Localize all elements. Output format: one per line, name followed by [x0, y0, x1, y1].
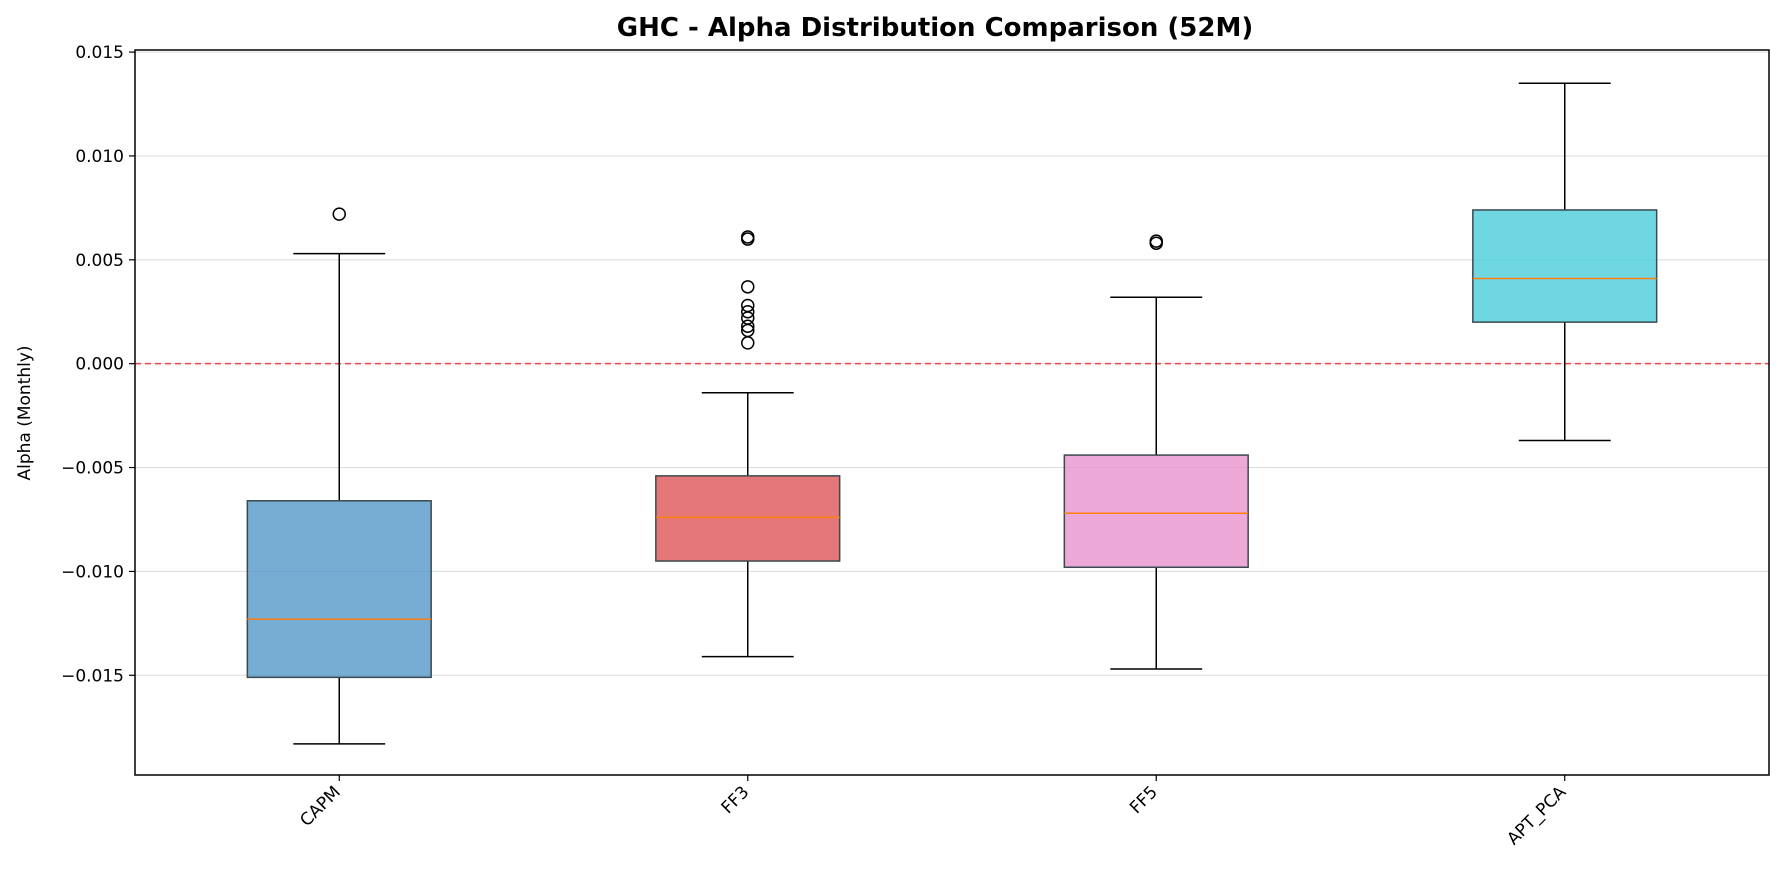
x-tick-label: FF5 [1126, 782, 1162, 818]
outlier-point [332, 207, 346, 221]
x-tick-label: APT_PCA [1503, 782, 1570, 849]
x-tick-label: FF3 [718, 782, 754, 818]
outlier-point [741, 336, 755, 350]
chart-title: GHC - Alpha Distribution Comparison (52M… [617, 13, 1254, 43]
y-tick-label: −0.015 [61, 666, 124, 686]
boxes [246, 82, 1658, 745]
outlier-point [741, 280, 755, 294]
iqr-box [246, 500, 432, 679]
plot-area-frame [134, 49, 1770, 776]
iqr-box [655, 475, 841, 562]
y-tick-label: 0.000 [75, 355, 124, 375]
y-axis-label: Alpha (Monthly) [15, 345, 35, 480]
y-tick-label: 0.015 [75, 43, 124, 63]
outlier-point [741, 319, 755, 334]
outlier-point [741, 230, 755, 244]
outlier-point [1149, 234, 1163, 248]
x-axis: CAPM FF3 FF5 APT_PCA [296, 775, 1571, 849]
outlier-point [741, 304, 755, 319]
outlier-point [741, 298, 755, 313]
x-tick-label: CAPM [296, 782, 344, 830]
box-capm [246, 207, 432, 745]
y-tick-label: 0.010 [75, 147, 124, 167]
y-axis: 0.015 0.010 0.005 0.000 −0.005 −0.010 −0.015 [61, 43, 135, 686]
iqr-box [1063, 454, 1249, 569]
y-tick-label: −0.010 [61, 562, 124, 582]
box-apt-pca [1472, 82, 1658, 442]
y-tick-label: −0.005 [61, 459, 124, 479]
y-tick-label: 0.005 [75, 251, 124, 271]
box-ff5 [1063, 234, 1249, 670]
box-ff3 [655, 230, 841, 658]
iqr-box [1472, 209, 1658, 323]
